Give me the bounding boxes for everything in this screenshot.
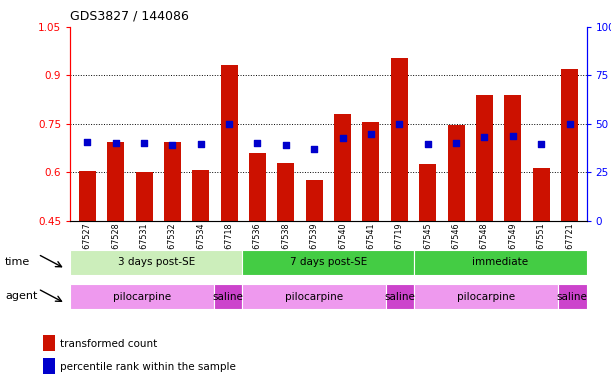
Bar	[243, 284, 386, 309]
Point	[111, 140, 120, 146]
Text: time: time	[5, 257, 30, 267]
Bar	[447, 126, 464, 221]
Bar	[561, 69, 578, 221]
Point	[536, 141, 546, 147]
Text: pilocarpine: pilocarpine	[285, 291, 343, 302]
Bar	[558, 284, 587, 309]
Text: 7 days post-SE: 7 days post-SE	[290, 257, 367, 267]
Bar	[391, 58, 408, 221]
Point	[309, 146, 319, 152]
Point	[196, 141, 206, 147]
Bar	[70, 284, 214, 309]
Point	[423, 141, 433, 147]
Text: transformed count: transformed count	[60, 339, 158, 349]
Bar	[419, 164, 436, 221]
Bar	[70, 250, 243, 275]
Bar	[79, 171, 96, 221]
Point	[395, 121, 404, 127]
Point	[338, 135, 348, 141]
Point	[508, 133, 518, 139]
Bar	[136, 172, 153, 221]
Text: agent: agent	[5, 291, 37, 301]
Text: pilocarpine: pilocarpine	[457, 291, 515, 302]
Point	[252, 140, 262, 146]
Text: saline: saline	[213, 291, 243, 302]
Bar	[476, 95, 493, 221]
Point	[281, 141, 291, 147]
Bar	[43, 358, 55, 374]
Point	[224, 121, 234, 127]
Point	[480, 134, 489, 140]
Point	[451, 140, 461, 146]
Text: 3 days post-SE: 3 days post-SE	[118, 257, 195, 267]
Bar	[306, 180, 323, 221]
Point	[167, 142, 177, 148]
Bar	[362, 122, 379, 221]
Point	[366, 131, 376, 137]
Bar	[277, 163, 295, 221]
Bar	[214, 284, 243, 309]
Text: GDS3827 / 144086: GDS3827 / 144086	[70, 10, 189, 23]
Bar	[107, 142, 124, 221]
Bar	[243, 250, 414, 275]
Bar	[221, 65, 238, 221]
Text: immediate: immediate	[472, 257, 529, 267]
Point	[139, 140, 149, 146]
Bar	[192, 170, 209, 221]
Bar	[249, 153, 266, 221]
Point	[82, 139, 92, 145]
Text: pilocarpine: pilocarpine	[113, 291, 171, 302]
Bar	[504, 95, 521, 221]
Text: percentile rank within the sample: percentile rank within the sample	[60, 362, 236, 372]
Bar	[164, 142, 181, 221]
Bar	[533, 168, 550, 221]
Bar	[334, 114, 351, 221]
Text: saline: saline	[557, 291, 588, 302]
Text: saline: saline	[385, 291, 415, 302]
Bar	[386, 284, 414, 309]
Bar	[414, 284, 558, 309]
Bar	[414, 250, 587, 275]
Point	[565, 121, 574, 127]
Bar	[43, 335, 55, 351]
